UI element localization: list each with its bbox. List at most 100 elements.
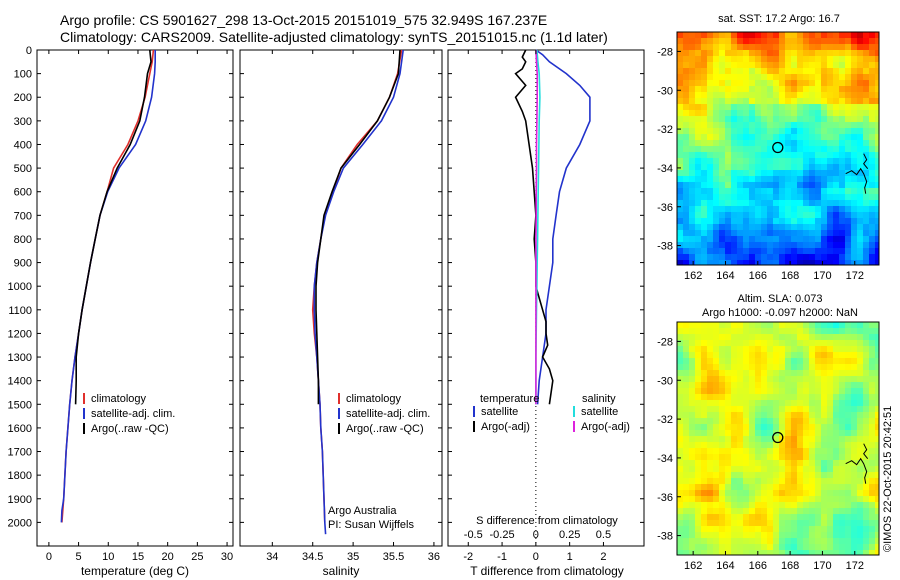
map-cell — [767, 98, 773, 104]
map-cell — [725, 254, 731, 260]
map-cell — [809, 514, 815, 520]
map-cell — [797, 340, 803, 346]
map-cell — [833, 448, 839, 454]
map-cell — [773, 544, 779, 550]
map-cell — [863, 502, 869, 508]
map-cell — [689, 122, 695, 128]
map-cell — [863, 532, 869, 538]
map-cell — [809, 376, 815, 382]
map-cell — [695, 176, 701, 182]
map-cell — [791, 412, 797, 418]
map-cell — [695, 104, 701, 110]
map-cell — [827, 146, 833, 152]
map-cell — [677, 254, 683, 260]
map-cell — [785, 544, 791, 550]
map-cell — [725, 490, 731, 496]
map-cell — [821, 532, 827, 538]
map-cell — [809, 436, 815, 442]
map-cell — [737, 460, 743, 466]
map-cell — [737, 418, 743, 424]
map-cell — [797, 550, 803, 555]
map-cell — [683, 490, 689, 496]
map-cell — [749, 532, 755, 538]
map-cell — [743, 346, 749, 352]
map-cell — [869, 442, 875, 448]
map-cell — [749, 490, 755, 496]
map-cell — [743, 490, 749, 496]
map-cell — [701, 532, 707, 538]
map-cell — [821, 146, 827, 152]
map-cell — [695, 472, 701, 478]
map-cell — [683, 346, 689, 352]
map-ytick-label: -34 — [657, 453, 673, 465]
map-cell — [731, 418, 737, 424]
map-cell — [689, 206, 695, 212]
map-cell — [857, 182, 863, 188]
map-cell — [725, 430, 731, 436]
map-cell — [851, 92, 857, 98]
map-cell — [755, 56, 761, 62]
map-cell — [677, 352, 683, 358]
map-cell — [701, 526, 707, 532]
map-cell — [677, 328, 683, 334]
map-cell — [731, 544, 737, 550]
map-cell — [761, 50, 767, 56]
map-cell — [749, 206, 755, 212]
map-cell — [821, 62, 827, 68]
map-cell — [797, 394, 803, 400]
map-cell — [683, 32, 689, 38]
map-cell — [731, 454, 737, 460]
map-cell — [833, 436, 839, 442]
map-cell — [875, 478, 879, 484]
map-cell — [701, 430, 707, 436]
map-cell — [791, 212, 797, 218]
map-cell — [827, 418, 833, 424]
map-cell — [701, 206, 707, 212]
map-cell — [755, 242, 761, 248]
map-cell — [683, 502, 689, 508]
map-cell — [845, 412, 851, 418]
map-cell — [719, 442, 725, 448]
map-cell — [845, 98, 851, 104]
p2-xtick-label: 34.5 — [302, 551, 323, 563]
map-cell — [701, 50, 707, 56]
map-cell — [779, 62, 785, 68]
map-cell — [797, 242, 803, 248]
map-cell — [779, 514, 785, 520]
map-cell — [875, 502, 879, 508]
map-cell — [833, 140, 839, 146]
map-cell — [791, 170, 797, 176]
map-cell — [755, 80, 761, 86]
map-cell — [785, 200, 791, 206]
map-cell — [677, 478, 683, 484]
map-cell — [713, 382, 719, 388]
map-cell — [803, 538, 809, 544]
map-cell — [695, 38, 701, 44]
map-cell — [731, 406, 737, 412]
map-cell — [827, 134, 833, 140]
map-cell — [767, 538, 773, 544]
map-cell — [809, 406, 815, 412]
map-cell — [713, 80, 719, 86]
map-cell — [803, 370, 809, 376]
map-cell — [773, 466, 779, 472]
map-cell — [815, 448, 821, 454]
difference-panel: -2 -1 0 1 2-0.5 -0.25 0 0.25 0.5 S difference fr… — [447, 49, 645, 578]
map-cell — [875, 508, 879, 514]
map-cell — [725, 508, 731, 514]
map-cell — [791, 146, 797, 152]
map-cell — [761, 86, 767, 92]
map-cell — [809, 484, 815, 490]
map-cell — [749, 146, 755, 152]
map-cell — [845, 212, 851, 218]
map-cell — [863, 352, 869, 358]
map-cell — [815, 538, 821, 544]
map-cell — [815, 334, 821, 340]
map-cell — [839, 358, 845, 364]
map-cell — [845, 248, 851, 254]
map-cell — [755, 454, 761, 460]
map-cell — [791, 508, 797, 514]
legend-label: satellite — [481, 406, 518, 418]
p1-ytick-label: 600 — [14, 187, 32, 199]
map-cell — [833, 236, 839, 242]
